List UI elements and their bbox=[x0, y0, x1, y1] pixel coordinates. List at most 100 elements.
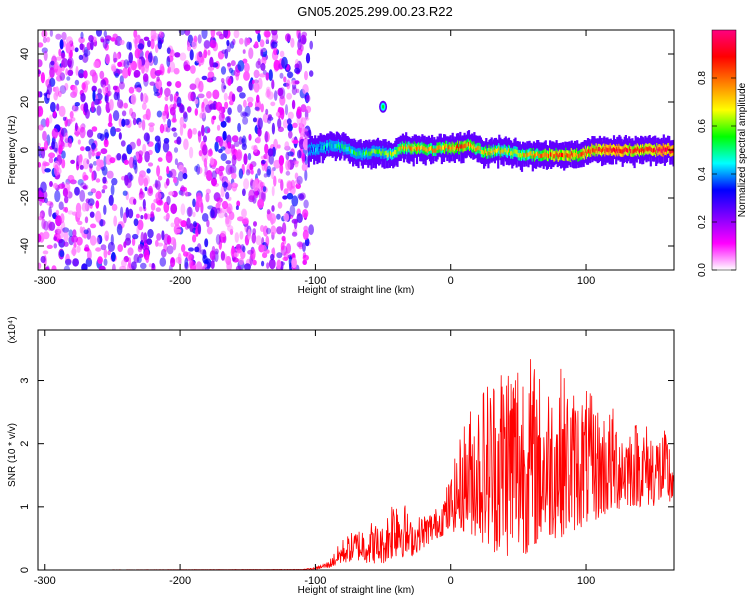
heatmap-cell bbox=[156, 165, 161, 177]
heatmap-cell bbox=[95, 247, 102, 252]
snr-frame bbox=[37, 329, 675, 571]
heatmap-cell bbox=[291, 99, 296, 110]
heatmap-cell bbox=[65, 68, 69, 76]
heatmap-cell bbox=[72, 258, 79, 267]
heatmap-cell bbox=[166, 235, 172, 245]
heatmap-cell bbox=[276, 226, 283, 235]
heatmap-cell bbox=[615, 149, 618, 154]
heatmap-cell bbox=[278, 155, 285, 166]
heatmap-cell bbox=[302, 252, 307, 259]
heatmap-cell bbox=[156, 200, 164, 206]
heatmap-cell bbox=[241, 208, 247, 218]
heatmap-cell bbox=[207, 49, 211, 56]
heatmap-cell bbox=[292, 139, 299, 144]
heatmap-cell bbox=[271, 205, 275, 212]
heatmap-cell bbox=[203, 39, 211, 49]
heatmap-cell bbox=[157, 242, 164, 247]
heatmap-cell bbox=[49, 67, 55, 79]
heatmap-cell bbox=[226, 62, 231, 67]
heatmap-cell bbox=[156, 110, 163, 118]
heatmap-cell bbox=[194, 108, 198, 116]
heatmap-cell bbox=[299, 123, 303, 128]
heatmap-cell bbox=[134, 48, 140, 59]
heatmap-cell bbox=[143, 36, 150, 41]
heatmap-cell bbox=[133, 218, 139, 227]
heatmap-cell bbox=[93, 60, 100, 68]
heatmap-cell bbox=[240, 244, 245, 251]
heatmap-cell bbox=[246, 37, 251, 46]
heatmap-cell bbox=[173, 67, 180, 75]
heatmap-cell bbox=[277, 144, 281, 149]
heatmap-cell bbox=[58, 238, 66, 248]
heatmap-cell bbox=[128, 257, 132, 269]
heatmap-cell bbox=[292, 160, 300, 165]
heatmap-cell bbox=[66, 76, 71, 81]
heatmap-cell bbox=[123, 255, 129, 263]
heatmap-cell bbox=[225, 191, 230, 200]
heatmap-cell bbox=[103, 248, 108, 259]
heatmap-cell bbox=[193, 35, 198, 43]
heatmap-cell bbox=[38, 59, 43, 68]
heatmap-cell bbox=[138, 243, 144, 250]
heatmap-cell bbox=[65, 36, 73, 45]
heatmap-cell bbox=[83, 229, 89, 235]
heatmap-cell bbox=[563, 153, 566, 158]
heatmap-cell bbox=[128, 86, 135, 94]
heatmap-cell bbox=[209, 209, 215, 219]
heatmap-cell bbox=[178, 164, 184, 173]
heatmap-cell bbox=[63, 265, 71, 270]
heatmap-cell bbox=[100, 244, 107, 251]
heatmap-cell bbox=[296, 213, 303, 224]
heatmap-cell bbox=[196, 166, 203, 174]
heatmap-cell bbox=[569, 154, 572, 159]
heatmap-cell bbox=[143, 132, 150, 142]
heatmap-cell bbox=[128, 208, 134, 219]
heatmap-cell bbox=[304, 70, 308, 81]
heatmap-cell bbox=[45, 117, 50, 128]
heatmap-cell bbox=[84, 216, 89, 224]
heatmap-cell bbox=[265, 235, 270, 247]
heatmap-cell bbox=[181, 244, 186, 253]
heatmap-cell bbox=[170, 203, 178, 215]
heatmap-cell bbox=[136, 225, 140, 236]
heatmap-cell bbox=[80, 31, 84, 39]
heatmap-cell bbox=[43, 50, 48, 61]
heatmap-cell bbox=[144, 151, 150, 163]
heatmap-cell bbox=[264, 143, 269, 154]
heatmap-cell bbox=[48, 152, 56, 159]
heatmap-cell bbox=[135, 151, 139, 161]
heatmap-cell bbox=[206, 91, 212, 99]
heatmap-cell bbox=[291, 195, 299, 207]
heatmap-cell bbox=[283, 188, 289, 195]
heatmap-cell bbox=[550, 152, 553, 157]
heatmap-cell bbox=[308, 224, 314, 236]
heatmap-cell bbox=[166, 81, 172, 87]
heatmap-cell bbox=[49, 30, 53, 37]
heatmap-cell bbox=[309, 40, 314, 50]
heatmap-cell bbox=[153, 55, 158, 66]
heatmap-cell bbox=[287, 123, 293, 132]
heatmap-cell bbox=[197, 93, 205, 99]
heatmap-cell bbox=[147, 52, 153, 63]
heatmap-cell bbox=[149, 125, 154, 133]
heatmap-cell bbox=[166, 195, 171, 206]
heatmap-cell bbox=[137, 219, 144, 231]
heatmap-cell bbox=[254, 41, 259, 49]
heatmap-cell bbox=[157, 39, 162, 50]
heatmap-cell bbox=[102, 184, 108, 190]
y-tick-label: 1 bbox=[19, 504, 31, 510]
heatmap-cell bbox=[96, 30, 102, 37]
heatmap-cell bbox=[304, 155, 308, 166]
heatmap-cell bbox=[123, 241, 127, 249]
heatmap-cell bbox=[238, 38, 244, 45]
heatmap-cell bbox=[214, 141, 219, 152]
heatmap-cell bbox=[159, 257, 167, 267]
heatmap-cell bbox=[257, 117, 263, 130]
heatmap-cell bbox=[215, 101, 223, 111]
heatmap-cell bbox=[296, 48, 303, 56]
heatmap-cell bbox=[296, 241, 304, 248]
heatmap-cell bbox=[72, 229, 77, 238]
heatmap-cell bbox=[258, 73, 266, 78]
heatmap-cell bbox=[142, 199, 146, 210]
heatmap-cell bbox=[231, 93, 236, 102]
